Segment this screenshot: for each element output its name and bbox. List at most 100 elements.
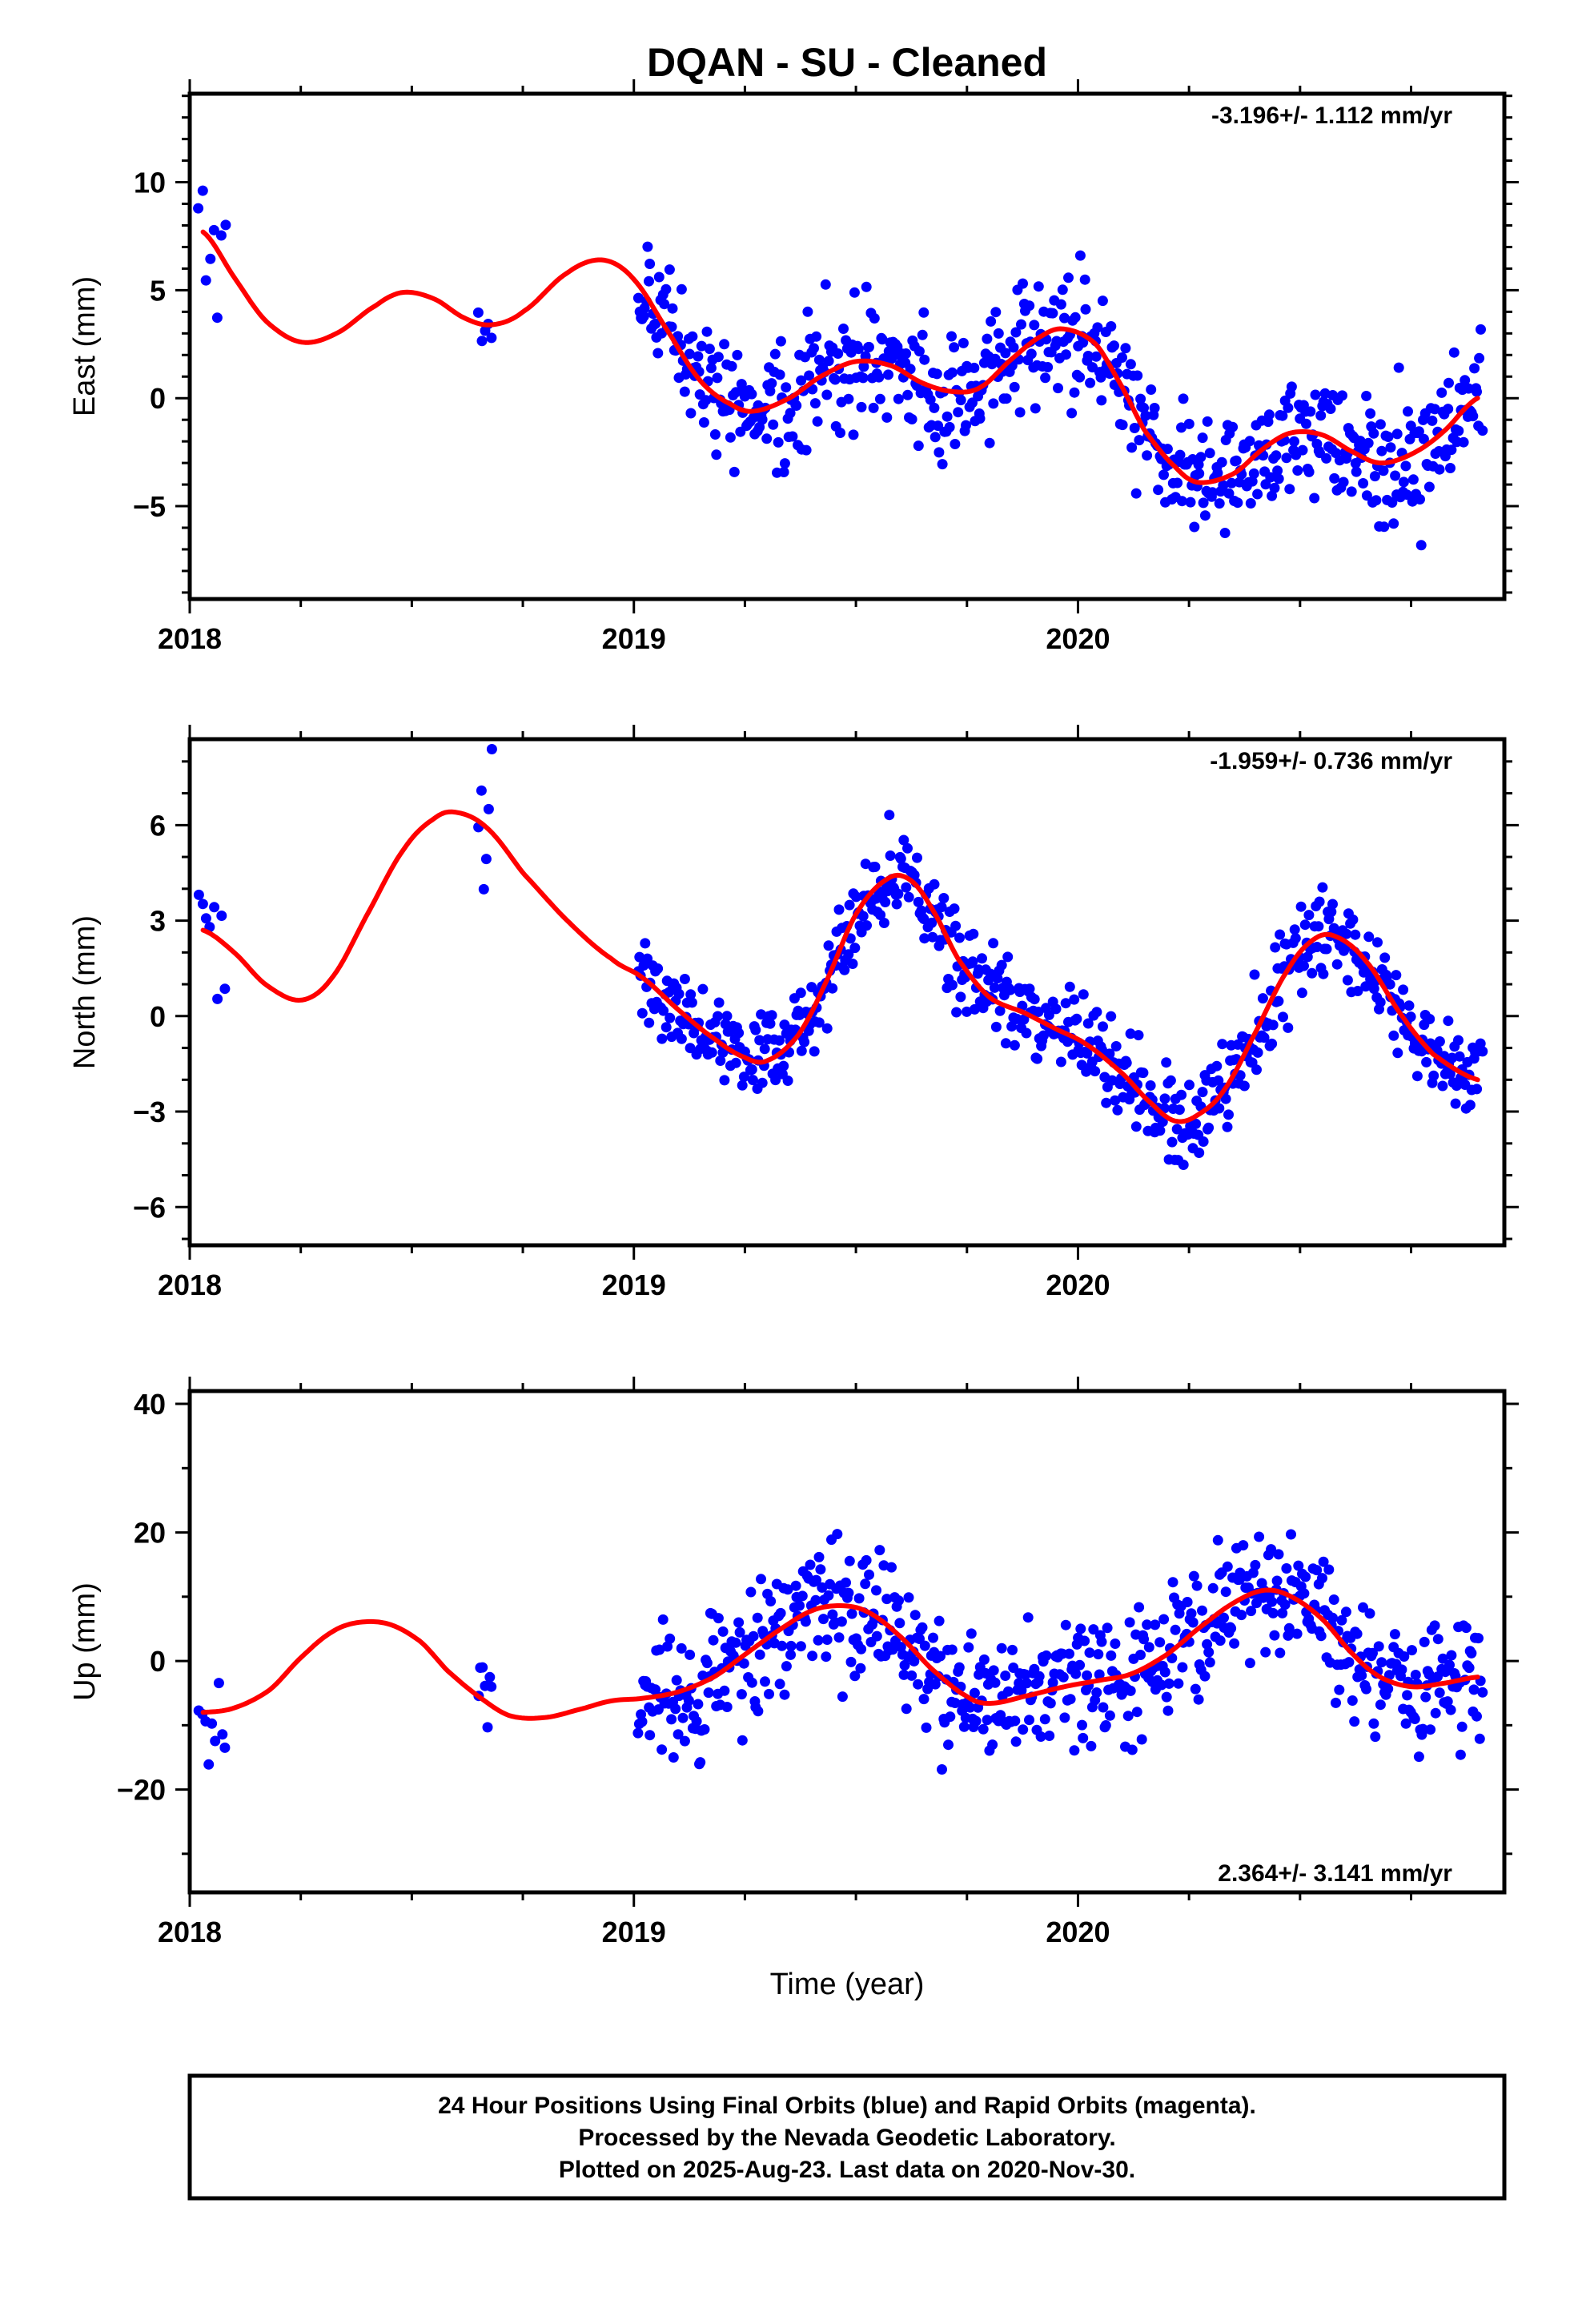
up-data-point [1187,1617,1199,1628]
north-data-point [782,1076,793,1086]
up-data-point [1260,1647,1271,1658]
north-data-point [193,889,204,900]
up-data-point [477,1662,488,1673]
north-data-point [1321,943,1332,955]
east-data-point [1463,383,1474,394]
north-data-point [486,744,497,754]
north-ticks: 2018 2019 2020 −6 −3 0 3 6 [133,725,1519,1301]
east-data-point [801,444,812,456]
east-data-point [1195,452,1207,463]
north-data-point [778,1060,789,1072]
east-data-point [220,219,231,231]
north-x-tick-label: 2020 [1046,1269,1110,1301]
north-data-point [913,896,924,907]
east-data-point [901,348,912,359]
east-data-point [1040,372,1051,384]
east-data-point [687,331,698,342]
up-data-point [1361,1683,1371,1695]
up-data-point [1075,1623,1086,1634]
up-data-point [1246,1606,1257,1617]
up-data-point [1186,1608,1197,1619]
up-data-point [1199,1671,1211,1682]
up-data-point [832,1529,843,1540]
east-data-point [1130,488,1142,499]
up-data-point [785,1649,796,1660]
up-data-point [668,1752,679,1763]
north-data-point [1043,1009,1054,1020]
east-data-point [893,393,904,404]
east-data-point [929,402,940,413]
north-data-point [1363,931,1375,943]
up-data-point [966,1628,977,1639]
east-data-point [1142,450,1153,461]
north-data-point [1154,1125,1166,1136]
east-data-point [1080,304,1091,315]
figure-title: DQAN - SU - Cleaned [647,40,1047,85]
up-data-point [946,1644,958,1655]
up-data-point [823,1590,834,1601]
up-data-point [1058,1671,1069,1683]
east-data-point [1226,477,1237,489]
east-data-point [1185,497,1196,508]
east-data-point [693,351,704,362]
up-data-point [765,1596,777,1606]
up-data-point [666,1714,677,1725]
up-data-point [913,1679,924,1690]
up-data-point [719,1685,730,1696]
up-data-point [1070,1668,1082,1679]
east-data-point [950,439,961,449]
east-data-point [1218,480,1229,491]
north-data-point [1391,970,1402,981]
north-data-point [1082,1047,1093,1059]
north-data-point [1475,1038,1486,1049]
north-data-point [661,1022,672,1033]
east-data-point [761,433,773,444]
up-data-point [1413,1751,1424,1763]
north-data-point [898,834,909,846]
up-data-point [928,1632,938,1643]
east-data-point [905,364,916,375]
north-data-point [929,879,940,890]
up-data-point [1336,1614,1347,1626]
east-data-point [821,389,833,400]
north-frame [187,737,1507,1248]
up-data-point [1340,1606,1351,1618]
up-data-point [1364,1608,1375,1619]
up-data-point [898,1669,909,1680]
east-data-point [835,428,845,438]
east-data-point [1443,404,1454,415]
east-data-point [796,375,807,386]
north-data-point [770,1075,781,1086]
north-data-point [919,933,930,944]
north-data-point [1318,968,1329,979]
north-data-point [685,1043,696,1054]
east-data-point [1415,540,1427,551]
east-rate-label: -3.196+/- 1.112 mm/yr [1211,103,1452,129]
up-data-point [1010,1715,1021,1727]
up-data-point [1047,1677,1058,1688]
east-y-tick-label: 5 [150,274,166,307]
east-data-point [1214,498,1225,509]
east-data-point [1379,521,1390,533]
up-data-point [917,1622,928,1633]
up-data-point [1000,1671,1011,1681]
up-data-point [748,1630,759,1642]
north-data-point [480,854,492,865]
north-data-point [1388,1030,1399,1041]
north-data-point [750,1024,761,1035]
north-data-point [1267,1038,1278,1049]
up-y-tick-label: 40 [134,1388,166,1421]
up-data-point [1035,1731,1046,1742]
up-data-point [1177,1662,1188,1673]
north-data-point [885,850,896,861]
up-data-point [1126,1744,1138,1755]
east-data-point [1202,416,1213,427]
east-data-point [1183,418,1195,429]
up-data-point [1079,1635,1090,1647]
up-data-point [871,1630,882,1642]
up-data-point [654,1644,665,1655]
east-data-point [1125,359,1136,370]
up-data-point [958,1721,970,1732]
north-data-point [665,1012,676,1023]
east-data-point [1018,278,1028,289]
